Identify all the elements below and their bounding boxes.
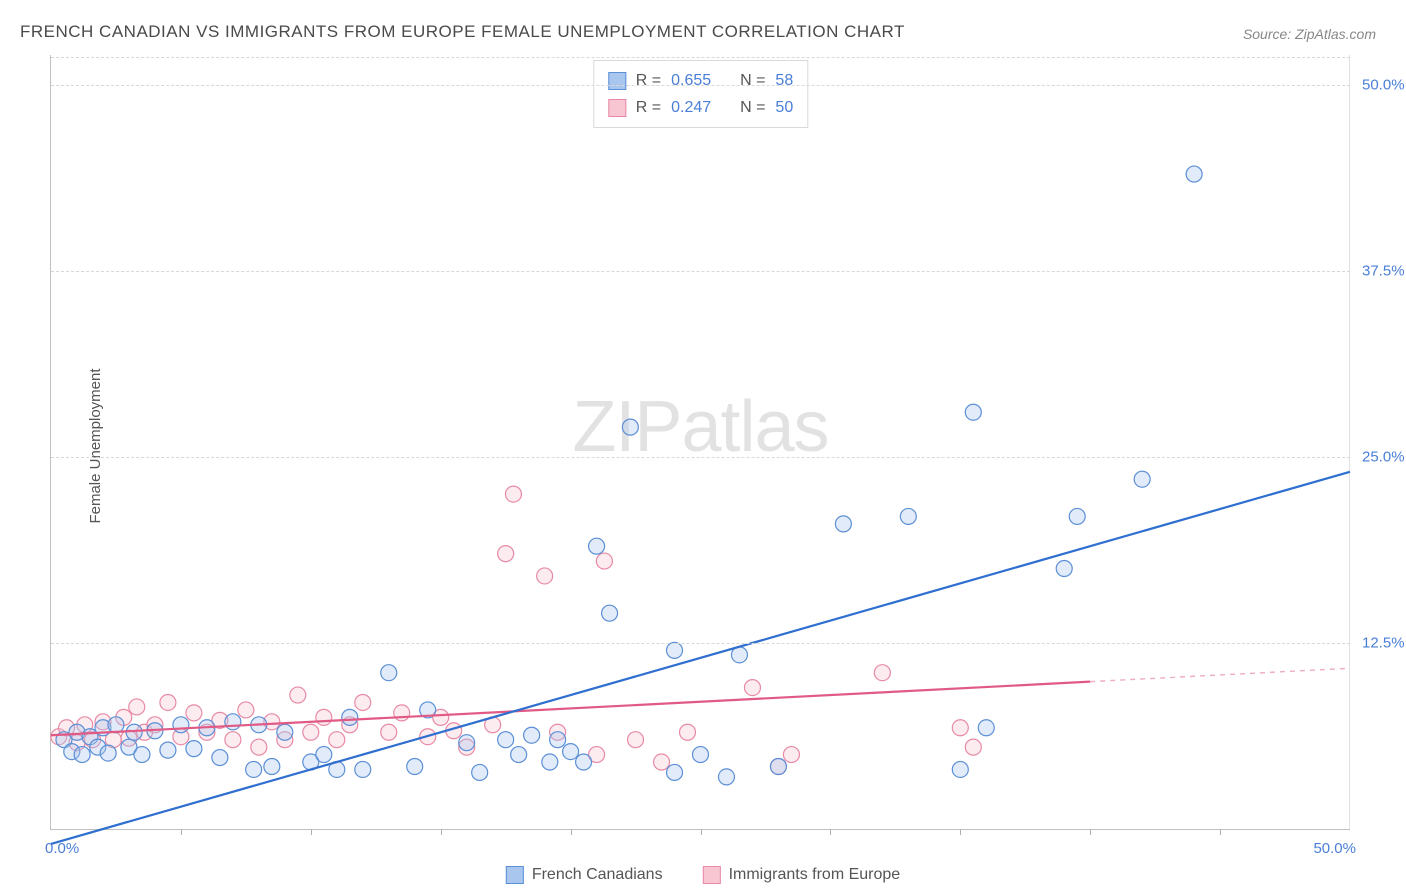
x-tick [311, 829, 312, 835]
x-tick [830, 829, 831, 835]
x-tick [1220, 829, 1221, 835]
x-max-label: 50.0% [1313, 840, 1356, 857]
legend-swatch-pink [703, 866, 721, 884]
x-min-label: 0.0% [45, 840, 79, 857]
x-tick [571, 829, 572, 835]
stats-row-blue: R = 0.655 N = 58 [608, 67, 793, 94]
x-tick [181, 829, 182, 835]
gridline [51, 57, 1350, 58]
legend-swatch-blue [506, 866, 524, 884]
y-tick-label: 12.5% [1356, 632, 1406, 653]
chart-svg [51, 55, 1350, 829]
x-tick [701, 829, 702, 835]
swatch-pink [608, 99, 626, 117]
gridline [51, 457, 1350, 458]
bottom-legend: French Canadians Immigrants from Europe [506, 866, 900, 884]
x-tick [960, 829, 961, 835]
source-label: Source: ZipAtlas.com [1243, 26, 1376, 42]
swatch-blue [608, 72, 626, 90]
chart-title: FRENCH CANADIAN VS IMMIGRANTS FROM EUROP… [20, 22, 905, 42]
gridline [51, 85, 1350, 86]
legend-item-pink: Immigrants from Europe [703, 866, 901, 884]
stats-legend-box: R = 0.655 N = 58 R = 0.247 N = 50 [593, 60, 808, 128]
stats-row-pink: R = 0.247 N = 50 [608, 94, 793, 121]
plot-area: ZIPatlas R = 0.655 N = 58 R = 0.247 N = … [50, 55, 1350, 830]
gridline [51, 271, 1350, 272]
y-tick-label: 25.0% [1356, 446, 1406, 467]
y-tick-label: 50.0% [1356, 74, 1406, 95]
legend-item-blue: French Canadians [506, 866, 663, 884]
y-tick-label: 37.5% [1356, 260, 1406, 281]
x-tick [1090, 829, 1091, 835]
x-tick [441, 829, 442, 835]
gridline [51, 643, 1350, 644]
